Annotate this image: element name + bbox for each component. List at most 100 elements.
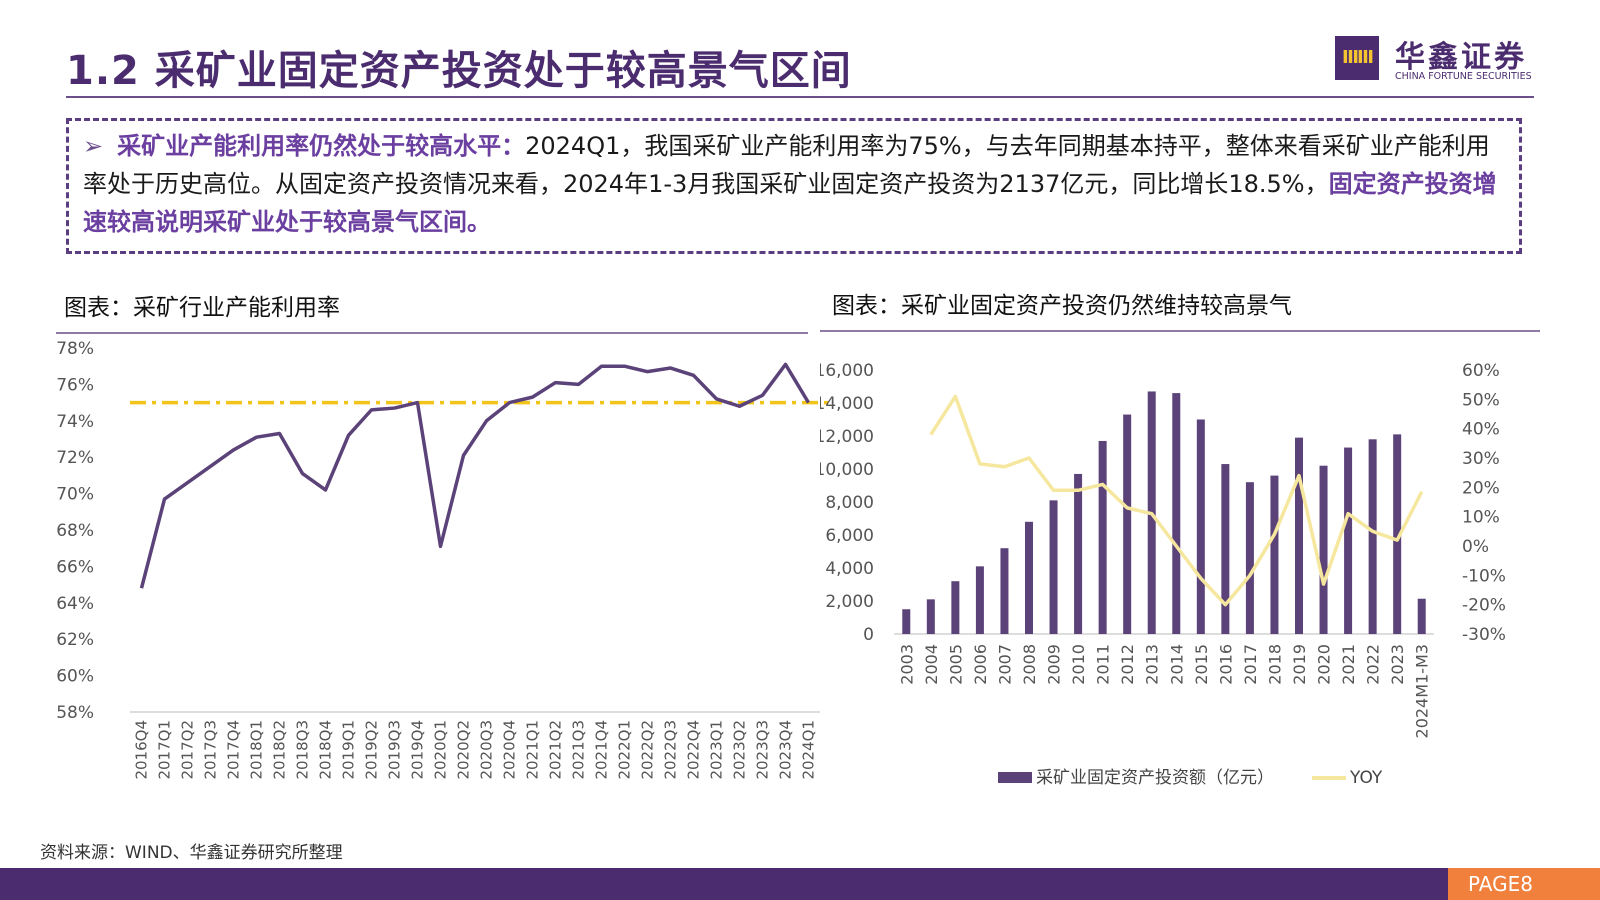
investment-bar [1245,482,1254,634]
x-tick-label: 2016 [1216,644,1235,685]
x-tick-label: 2019Q1 [340,720,358,780]
right-y-tick-label: 40% [1462,420,1500,440]
x-tick-label: 2021Q2 [547,720,565,780]
y-tick-label: 76% [56,375,94,395]
x-tick-label: 2003 [897,644,916,685]
left-y-tick-label: 8,000 [825,493,874,513]
x-tick-label: 2020Q3 [478,720,496,780]
x-tick-label: 2022Q4 [685,720,703,780]
investment-bar [926,599,935,634]
right-y-tick-label: 0% [1462,537,1489,557]
x-tick-label: 2015 [1192,644,1211,685]
investment-bar [1196,419,1205,634]
x-tick-label: 2021Q3 [570,720,588,780]
x-tick-label: 2006 [971,644,990,685]
x-tick-label: 2020Q4 [501,720,519,780]
investment-bar [1393,434,1402,634]
investment-bar [1172,393,1181,634]
summary-body: 2024Q1，我国采矿业产能利用率为75%，与去年同期基本持平，整体来看采矿业产… [83,132,1490,198]
left-y-tick-label: 14,000 [820,394,874,414]
investment-bar [1270,475,1279,634]
investment-bar [902,609,911,634]
summary-highlight: 固定资产投资增速较高说明采矿业处于较高景气区间。 [83,170,1497,236]
x-tick-label: 2010 [1069,644,1088,685]
x-tick-label: 2008 [1020,644,1039,685]
investment-bar [1074,473,1083,634]
x-tick-label: 2007 [995,644,1014,685]
right-y-tick-label: 60% [1462,361,1500,381]
left-y-tick-label: 12,000 [820,427,874,447]
x-tick-label: 2023Q4 [777,720,795,780]
x-tick-label: 2020Q2 [455,720,473,780]
left-y-tick-label: 4,000 [825,559,874,579]
title-divider [66,96,1534,98]
left-y-tick-label: 6,000 [825,526,874,546]
x-tick-label: 2023Q2 [731,720,749,780]
investment-bar [1319,465,1328,634]
bullet-arrow-icon: ➢ [83,132,104,160]
data-source-note: 资料来源：WIND、华鑫证券研究所整理 [40,843,343,863]
y-tick-label: 58% [56,703,94,723]
summary-box: ➢ 采矿业产能利用率仍然处于较高水平：2024Q1，我国采矿业产能利用率为75%，… [66,118,1522,254]
x-tick-label: 2022Q2 [639,720,657,780]
x-tick-label: 2021Q1 [524,720,542,780]
left-y-tick-label: 2,000 [825,592,874,612]
footer-bar [0,868,1600,900]
left-chart-title: 图表：采矿行业产能利用率 [64,295,340,321]
investment-bar [1368,439,1377,634]
y-tick-label: 70% [56,485,94,505]
x-tick-label: 2018Q3 [294,720,312,780]
x-tick-label: 2017Q4 [225,720,243,780]
x-tick-label: 2023Q1 [708,720,726,780]
x-tick-label: 2017Q2 [179,720,197,780]
x-tick-label: 2019Q3 [386,720,404,780]
y-tick-label: 68% [56,521,94,541]
right-y-tick-label: 20% [1462,478,1500,498]
left-y-tick-label: 16,000 [820,361,874,381]
investment-bar [1344,447,1353,634]
investment-bar [1417,598,1426,634]
page-title: 1.2 采矿业固定资产投资处于较高景气区间 [66,48,852,94]
y-tick-label: 74% [56,412,94,432]
x-tick-label: 2021Q4 [593,720,611,780]
x-tick-label: 2019Q4 [409,720,427,780]
logo-mark-glyph: ⅢⅢ [1341,47,1374,68]
investment-bar [1221,464,1230,634]
logo-chinese-name: 华鑫证券 [1395,40,1527,75]
summary-paragraph: ➢ 采矿业产能利用率仍然处于较高水平：2024Q1，我国采矿业产能利用率为75%，… [83,127,1503,241]
investment-bar [975,566,984,634]
y-tick-label: 60% [56,667,94,687]
right-chart-title: 图表：采矿业固定资产投资仍然维持较高景气 [832,293,1292,319]
x-tick-label: 2024M1-M3 [1413,644,1432,738]
investment-bar [1098,440,1107,634]
x-tick-label: 2023 [1388,644,1407,685]
x-tick-label: 2020Q1 [432,720,450,780]
investment-bar [1295,437,1303,634]
x-tick-label: 2017Q1 [156,720,174,780]
logo-mark-icon: ⅢⅢ [1335,36,1379,80]
right-y-tick-label: 10% [1462,508,1500,528]
summary-lead: 采矿业产能利用率仍然处于较高水平： [117,132,526,160]
x-tick-label: 2018Q2 [271,720,289,780]
left-y-tick-label: 0 [863,625,874,645]
investment-bar [1000,548,1009,634]
x-tick-label: 2005 [946,644,965,685]
x-tick-label: 2017 [1241,644,1260,685]
right-y-tick-label: -10% [1462,566,1506,586]
logo-english-name: CHINA FORTUNE SECURITIES [1395,71,1532,82]
y-tick-label: 62% [56,630,94,650]
right-chart-title-rule [820,330,1540,332]
x-tick-label: 2022Q1 [616,720,634,780]
x-tick-label: 2022 [1364,644,1383,685]
x-tick-label: 2012 [1118,644,1137,685]
x-tick-label: 2018 [1265,644,1284,685]
x-tick-label: 2022Q3 [662,720,680,780]
x-tick-label: 2019 [1290,644,1309,685]
right-y-tick-label: 30% [1462,449,1500,469]
y-tick-label: 72% [56,448,94,468]
left-chart-title-rule [56,332,808,334]
x-tick-label: 2021 [1339,644,1358,685]
x-tick-label: 2019Q2 [363,720,381,780]
right-y-tick-label: 50% [1462,390,1500,410]
y-tick-label: 66% [56,557,94,577]
